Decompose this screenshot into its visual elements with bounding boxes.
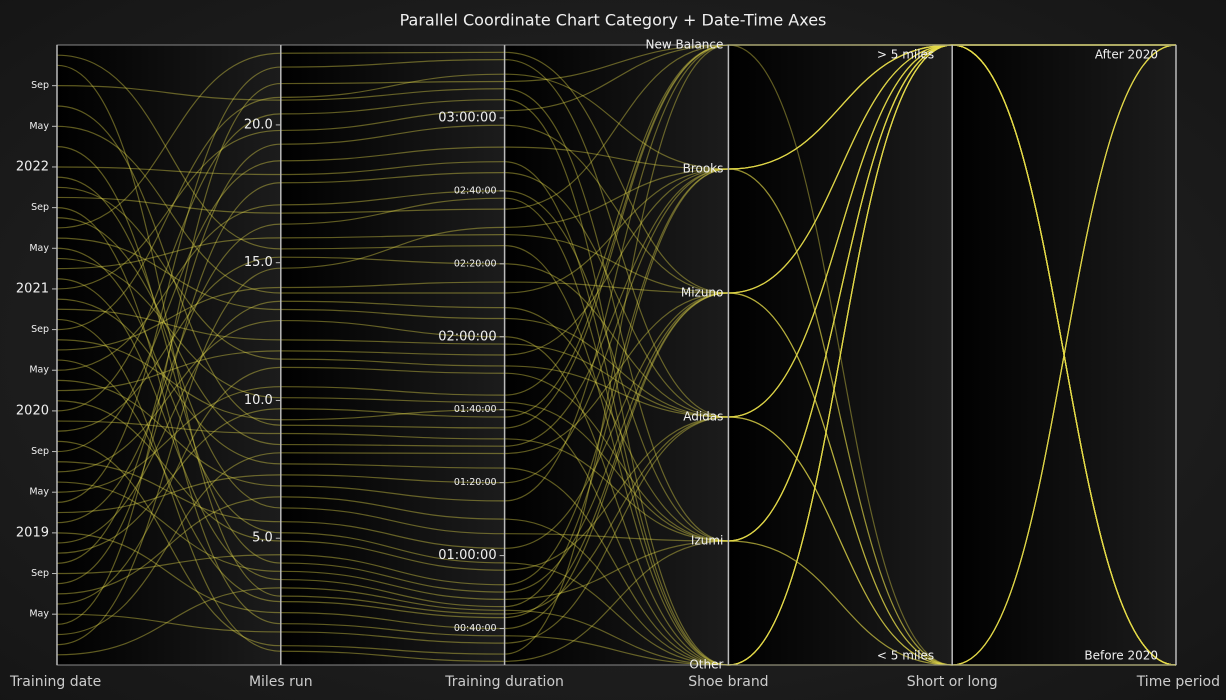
record-line — [56, 44, 1177, 666]
tick-label: 2020 — [16, 403, 49, 418]
tick-label: 00:40:00 — [454, 623, 497, 634]
category-label: Other — [689, 658, 723, 672]
record-line — [56, 44, 1177, 666]
tick-label: May — [29, 121, 49, 132]
record-line — [56, 44, 1177, 666]
tick-label: 01:20:00 — [454, 477, 497, 488]
record-line — [56, 44, 1177, 666]
tick-label: May — [29, 243, 49, 254]
record-line — [56, 44, 1177, 666]
panel — [952, 45, 1176, 665]
tick-label: 2021 — [16, 281, 49, 296]
record-line — [56, 44, 1177, 666]
tick-label: Sep — [31, 324, 49, 335]
record-line — [56, 44, 1177, 666]
axes: Training date May Sep 2019 May Sep 2020 May Sep 2… — [9, 38, 1220, 691]
category-label: Brooks — [683, 162, 724, 176]
tick-label: 03:00:00 — [438, 110, 496, 125]
axis-title: Time period — [1136, 674, 1220, 690]
record-line — [56, 44, 1177, 666]
panel — [504, 45, 729, 665]
tick-label: May — [29, 609, 49, 620]
record-line — [56, 44, 1177, 666]
panel — [280, 45, 505, 665]
tick-label: Sep — [31, 568, 49, 579]
record-line — [56, 44, 1177, 666]
panel — [57, 45, 281, 665]
chart-title: Parallel Coordinate Chart Category + Dat… — [400, 11, 827, 30]
record-line — [56, 44, 1177, 666]
tick-label: May — [29, 487, 49, 498]
axis-title: Shoe brand — [688, 674, 768, 690]
category-label: Before 2020 — [1084, 649, 1158, 663]
category-label: < 5 miles — [877, 649, 934, 663]
record-line — [56, 44, 1176, 666]
tick-label: 02:20:00 — [454, 258, 497, 269]
record-line — [56, 44, 1176, 666]
tick-label: 01:40:00 — [454, 404, 497, 415]
record-line — [56, 44, 1177, 666]
category-label: > 5 miles — [877, 48, 934, 62]
record-line — [56, 44, 1177, 666]
tick-label: 02:40:00 — [454, 185, 497, 196]
record-line — [56, 44, 1177, 666]
record-line — [56, 44, 1177, 666]
axis-title: Short or long — [907, 674, 998, 690]
tick-label: May — [29, 365, 49, 376]
panel — [728, 45, 953, 665]
record-line — [56, 44, 1176, 666]
tick-label: Sep — [31, 80, 49, 91]
tick-label: 15.0 — [244, 255, 273, 270]
tick-label: 02:00:00 — [438, 329, 496, 344]
category-label: Mizuno — [681, 286, 724, 300]
record-line — [56, 44, 1177, 666]
tick-label: Sep — [31, 446, 49, 457]
axis-title: Miles run — [249, 674, 313, 690]
record-line — [56, 44, 1177, 666]
category-label: After 2020 — [1095, 48, 1158, 62]
tick-label: 5.0 — [252, 531, 273, 546]
axis-title: Training date — [9, 674, 101, 690]
record-line — [56, 44, 1176, 666]
record-line — [56, 44, 1177, 666]
tick-label: 10.0 — [244, 393, 273, 408]
record-line — [56, 44, 1177, 666]
record-line — [56, 44, 1176, 666]
record-line — [56, 44, 1176, 666]
record-line — [56, 44, 1177, 666]
axis-title: Training duration — [444, 674, 564, 690]
tick-label: 2019 — [16, 525, 49, 540]
tick-label: 01:00:00 — [438, 548, 496, 563]
tick-label: Sep — [31, 202, 49, 213]
record-line — [56, 44, 1176, 542]
panels — [57, 45, 1176, 665]
category-label: Adidas — [683, 410, 723, 424]
category-label: Izumi — [691, 534, 723, 548]
category-label: New Balance — [646, 38, 724, 52]
record-line — [56, 44, 1177, 666]
tick-label: 2022 — [16, 159, 49, 174]
tick-label: 20.0 — [244, 117, 273, 132]
